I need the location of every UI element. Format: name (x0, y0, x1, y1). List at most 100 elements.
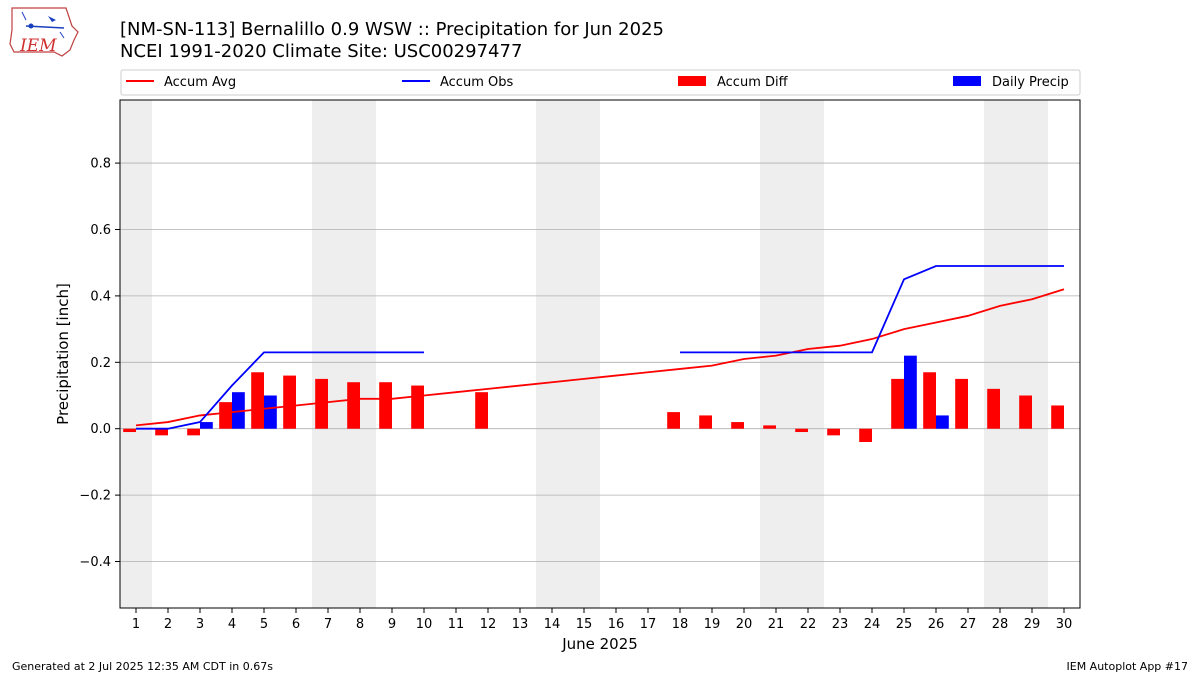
accum-diff-bar (411, 385, 424, 429)
accum-diff-bar (315, 378, 328, 429)
legend-item-accum-avg: Accum Avg (126, 75, 236, 90)
y-tick-label: −0.2 (79, 489, 111, 504)
legend-item-accum-obs: Accum Obs (402, 75, 513, 90)
x-tick-label: 19 (704, 617, 721, 632)
weekend-shade-day-28 (984, 100, 1016, 608)
accum-obs-line (136, 351, 424, 430)
accum-diff-bar (155, 428, 168, 436)
accum-diff-bar (283, 375, 296, 429)
footer-generated: Generated at 2 Jul 2025 12:35 AM CDT in … (12, 660, 273, 673)
x-tick-label: 3 (196, 617, 204, 632)
accum-diff-bar (379, 382, 392, 429)
accum-diff-bar (795, 428, 808, 433)
x-axis-ticks: 1 2 3 4 5 6 7 8 9 10 11 12 13 14 15 16 17 18 19 20 21 22 23 24 2… (132, 608, 1072, 632)
daily-precip-bar (936, 415, 949, 429)
weekend-shade-day-29 (1016, 100, 1048, 608)
series-lines (135, 265, 1065, 430)
x-tick-label: 25 (896, 617, 913, 632)
daily-precip-bar (904, 355, 917, 429)
x-tick-label: 4 (228, 617, 236, 632)
x-tick-label: 16 (608, 617, 625, 632)
x-tick-label: 18 (672, 617, 689, 632)
accum-diff-bar (475, 392, 488, 429)
weekend-shading (120, 100, 1048, 608)
accum-diff-bar (827, 428, 840, 436)
iem-logo: IEM (9, 7, 79, 57)
y-tick-label: 0.0 (90, 422, 111, 437)
accum-diff-bar (699, 415, 712, 429)
y-axis-ticks: −0.4 −0.2 0.0 0.2 0.4 0.6 0.8 (79, 157, 120, 570)
legend-label-accum-obs: Accum Obs (440, 75, 513, 90)
accum-diff-bar (251, 372, 264, 429)
x-tick-label: 26 (928, 617, 945, 632)
x-tick-label: 30 (1056, 617, 1073, 632)
legend: Accum Avg Accum Obs Accum Diff Daily Pre… (120, 69, 1081, 96)
accum-diff-bar (219, 402, 232, 429)
accum-diff-bar (763, 425, 776, 429)
x-tick-label: 27 (960, 617, 977, 632)
x-tick-label: 29 (1024, 617, 1041, 632)
x-tick-label: 21 (768, 617, 785, 632)
weekend-shade-day-14 (536, 100, 568, 608)
y-tick-label: −0.4 (79, 555, 111, 570)
x-tick-label: 7 (324, 617, 332, 632)
daily-precip-bar (232, 392, 245, 429)
accum-diff-bar (187, 428, 200, 436)
y-tick-label: 0.6 (90, 223, 111, 238)
x-tick-label: 13 (512, 617, 529, 632)
x-axis-label: June 2025 (561, 635, 638, 653)
weekend-shade-day-7 (312, 100, 344, 608)
x-tick-label: 5 (260, 617, 268, 632)
x-tick-label: 9 (388, 617, 396, 632)
x-tick-label: 6 (292, 617, 300, 632)
x-tick-label: 20 (736, 617, 753, 632)
accum-diff-bar (731, 422, 744, 429)
accum-diff-bar (891, 378, 904, 429)
daily-precip-bar (200, 422, 213, 429)
x-tick-label: 1 (132, 617, 140, 632)
y-tick-label: 0.4 (90, 289, 111, 304)
accum-diff-bar (347, 382, 360, 429)
legend-label-daily-precip: Daily Precip (992, 75, 1069, 90)
x-tick-label: 22 (800, 617, 817, 632)
accum-diff-bar (955, 378, 968, 429)
legend-item-daily-precip: Daily Precip (953, 75, 1069, 90)
grid-lines (120, 162, 1080, 562)
x-tick-label: 10 (416, 617, 433, 632)
weekend-shade-day-1 (120, 100, 152, 608)
x-tick-label: 15 (576, 617, 593, 632)
x-tick-label: 14 (544, 617, 561, 632)
accum-diff-bar (923, 372, 936, 429)
x-tick-label: 11 (448, 617, 465, 632)
plot-frame (119, 99, 1081, 609)
daily-precip-bar (264, 395, 277, 429)
weekend-shade-day-22 (792, 100, 824, 608)
y-axis-label: Precipitation [inch] (54, 283, 72, 425)
weekend-shade-day-8 (344, 100, 376, 608)
x-tick-label: 17 (640, 617, 657, 632)
accum-obs-line (680, 265, 1064, 354)
x-tick-label: 28 (992, 617, 1009, 632)
x-tick-label: 8 (356, 617, 364, 632)
accum-diff-bar (987, 388, 1000, 429)
y-tick-label: 0.8 (90, 157, 111, 172)
x-tick-label: 23 (832, 617, 849, 632)
bars (123, 355, 1064, 442)
x-tick-label: 12 (480, 617, 497, 632)
accum-diff-bar (1051, 405, 1064, 429)
legend-label-accum-diff: Accum Diff (717, 75, 789, 90)
chart-subtitle: NCEI 1991-2020 Climate Site: USC00297477 (120, 41, 522, 62)
x-tick-label: 2 (164, 617, 172, 632)
chart-title: [NM-SN-113] Bernalillo 0.9 WSW :: Precip… (120, 19, 664, 40)
accum-diff-bar (667, 412, 680, 429)
accum-diff-bar (1019, 395, 1032, 429)
logo-text: IEM (19, 36, 57, 56)
footer-app: IEM Autoplot App #17 (1066, 660, 1189, 673)
weekend-shade-day-15 (568, 100, 600, 608)
accum-diff-bar (859, 428, 872, 442)
legend-item-accum-diff: Accum Diff (678, 75, 789, 90)
accum-diff-bar (123, 428, 136, 433)
y-tick-label: 0.2 (90, 356, 111, 371)
x-tick-label: 24 (864, 617, 881, 632)
